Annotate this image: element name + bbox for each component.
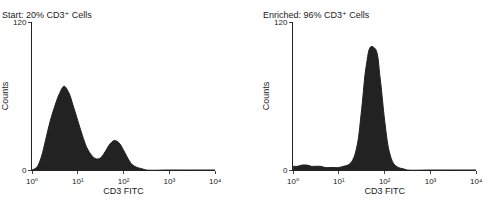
svg-text:CD3 FITC: CD3 FITC <box>364 186 405 196</box>
svg-text:Start: 20% CD3⁺ Cells: Start: 20% CD3⁺ Cells <box>2 10 92 20</box>
svg-text:120: 120 <box>274 18 288 27</box>
svg-text:Counts: Counts <box>261 81 271 110</box>
svg-text:Enriched: 96% CD3⁺ Cells: Enriched: 96% CD3⁺ Cells <box>263 10 370 20</box>
svg-text:10¹: 10¹ <box>333 177 345 186</box>
svg-text:10¹: 10¹ <box>72 177 84 186</box>
svg-text:10²: 10² <box>118 177 130 186</box>
svg-text:CD3 FITC: CD3 FITC <box>103 186 144 196</box>
svg-text:10²: 10² <box>379 177 391 186</box>
svg-text:0: 0 <box>283 166 288 175</box>
svg-text:10³: 10³ <box>164 177 176 186</box>
svg-text:10⁰: 10⁰ <box>287 177 299 186</box>
svg-text:10⁴: 10⁴ <box>470 177 483 186</box>
svg-text:10³: 10³ <box>425 177 437 186</box>
svg-text:0: 0 <box>22 166 27 175</box>
svg-text:120: 120 <box>13 18 27 27</box>
svg-text:Counts: Counts <box>0 81 10 110</box>
svg-text:10⁰: 10⁰ <box>26 177 38 186</box>
svg-text:10⁴: 10⁴ <box>209 177 222 186</box>
